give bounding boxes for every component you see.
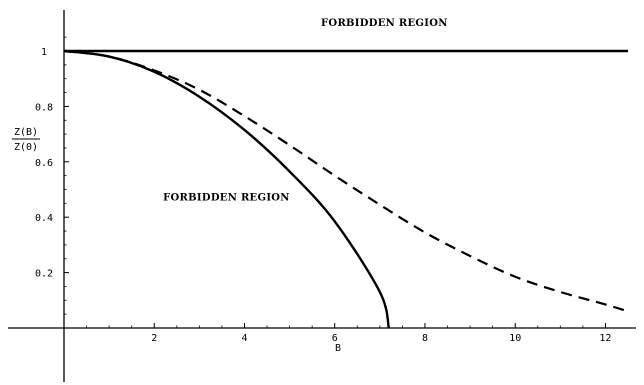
x-tick-label: 6 <box>332 333 338 344</box>
x-tick-label: 10 <box>509 333 521 344</box>
x-tick-label: 12 <box>599 333 611 344</box>
y-tick-label: 0.4 <box>35 213 53 224</box>
y-tick-label: 0.6 <box>35 158 53 169</box>
x-axis-label: B <box>335 343 341 354</box>
y-axis-label-numerator: Z(B) <box>14 127 38 138</box>
series-layer <box>63 49 629 329</box>
x-tick-label: 8 <box>422 333 428 344</box>
labels: Z(B) Z(0) B <box>12 127 341 354</box>
series-line-2-solid <box>63 49 391 329</box>
axes <box>8 10 636 382</box>
y-tick-label: 1 <box>41 47 47 58</box>
ticks: 2 4 6 8 10 12 0.2 0.4 0.6 0.8 1 <box>35 36 611 344</box>
x-tick-label: 4 <box>241 333 247 344</box>
annotations: FORBIDDEN REGION FORBIDDEN REGION <box>163 18 448 204</box>
series-line-3-dashed <box>63 49 629 313</box>
y-axis-label-denominator: Z(0) <box>14 142 38 153</box>
forbidden-region-label-1: FORBIDDEN REGION <box>321 18 448 29</box>
x-tick-label: 2 <box>151 333 157 344</box>
y-tick-label: 0.2 <box>35 269 53 280</box>
y-tick-label: 0.8 <box>35 102 53 113</box>
forbidden-region-label-2: FORBIDDEN REGION <box>163 193 290 204</box>
